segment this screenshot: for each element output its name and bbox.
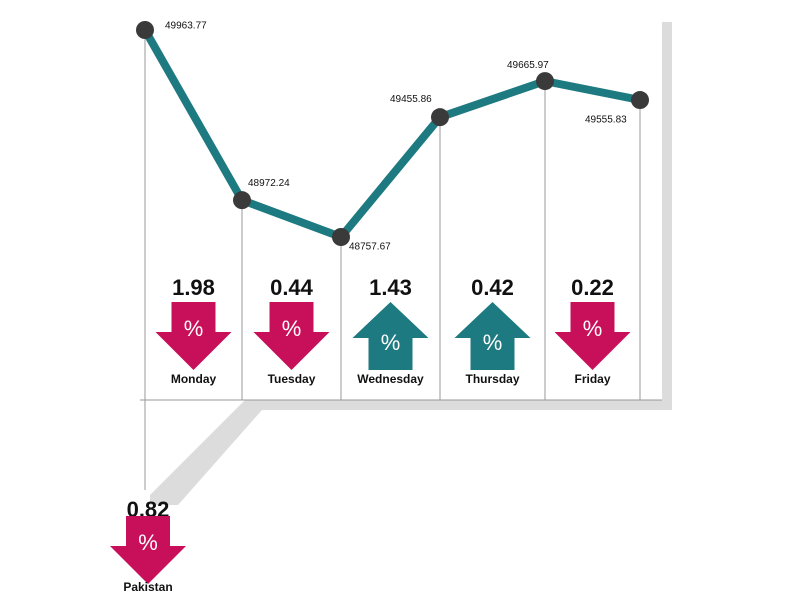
data-label: 48757.67 — [349, 242, 391, 253]
change-value: 0.44 — [270, 275, 314, 300]
data-label: 49455.86 — [390, 94, 432, 105]
change-label: Friday — [574, 372, 610, 386]
change-label: Monday — [171, 372, 217, 386]
point — [631, 91, 649, 110]
change-value: 0.22 — [571, 275, 614, 300]
change-arrow — [253, 302, 330, 370]
change-value: 1.43 — [369, 275, 412, 300]
change-arrow — [155, 302, 232, 370]
line — [141, 28, 641, 241]
percent-symbol: % — [381, 330, 401, 355]
change-arrow — [554, 302, 631, 370]
change-arrow — [110, 516, 186, 584]
point — [536, 72, 554, 91]
change-label: Wednesday — [357, 372, 424, 386]
change-label: Tuesday — [268, 372, 316, 386]
point — [233, 191, 251, 210]
data-label: 49963.77 — [165, 21, 207, 32]
change-label: Pakistan — [123, 580, 172, 594]
percent-symbol: % — [583, 316, 603, 341]
change-arrow — [454, 302, 531, 370]
change-value: 0.42 — [471, 275, 514, 300]
panel — [140, 12, 662, 495]
data-label: 49665.97 — [507, 60, 549, 71]
percent-symbol: % — [483, 330, 503, 355]
point — [136, 21, 154, 39]
percent-symbol: % — [138, 530, 158, 555]
point — [431, 108, 449, 127]
change-label: Thursday — [465, 372, 519, 386]
point — [332, 228, 350, 246]
percent-symbol: % — [184, 316, 204, 341]
change-arrow — [352, 302, 429, 370]
percent-symbol: % — [282, 316, 302, 341]
data-label: 49555.83 — [585, 115, 627, 126]
change-value: 1.98 — [172, 275, 215, 300]
data-label: 48972.24 — [248, 178, 290, 189]
